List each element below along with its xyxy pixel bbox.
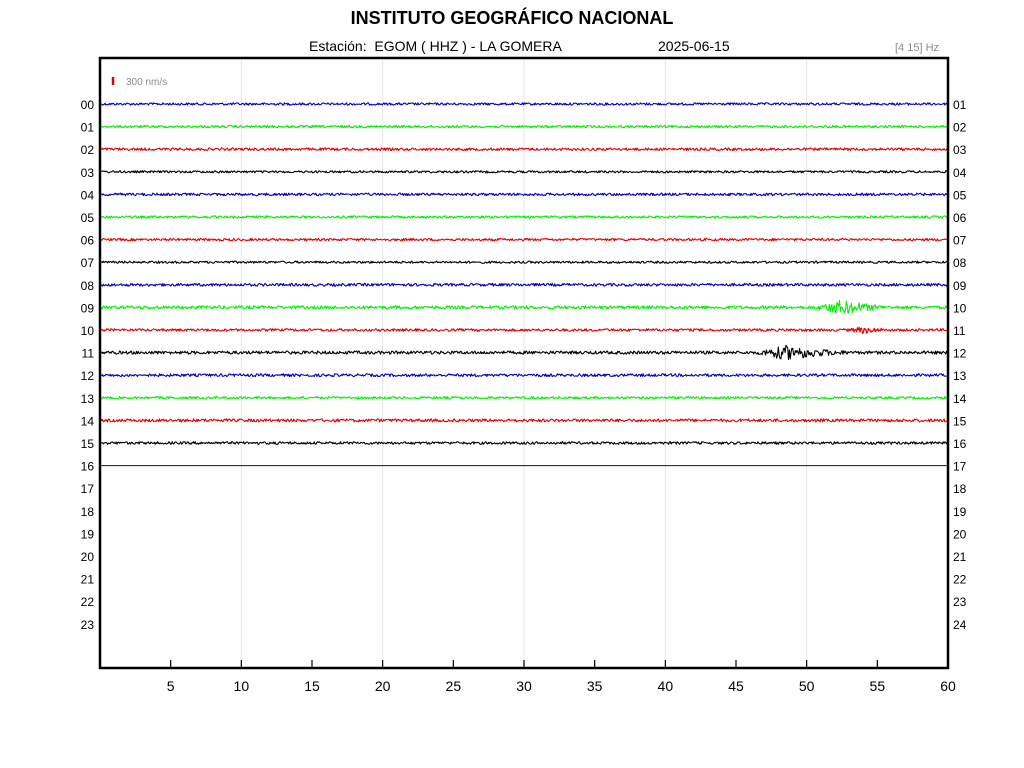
hour-label-left: 11 — [82, 347, 95, 361]
hour-label-right: 02 — [953, 121, 967, 135]
trace-hour-06 — [99, 237, 948, 242]
trace-hour-01 — [99, 124, 948, 129]
hour-label-right: 05 — [953, 188, 967, 202]
hour-label-left: 05 — [81, 211, 95, 225]
hour-label-right: 13 — [953, 369, 967, 383]
x-tick-label: 40 — [658, 678, 674, 694]
hour-label-left: 01 — [81, 121, 95, 135]
hour-label-right: 16 — [953, 437, 967, 451]
hour-label-left: 17 — [81, 482, 95, 496]
trace-hour-10 — [99, 326, 948, 334]
hour-label-left: 16 — [81, 460, 95, 474]
hour-label-left: 09 — [81, 301, 95, 315]
trace-hour-15 — [99, 441, 948, 445]
x-tick-label: 30 — [516, 678, 532, 694]
hour-label-right: 10 — [953, 301, 967, 315]
trace-hour-09 — [99, 299, 948, 314]
hour-label-right: 11 — [953, 324, 966, 338]
hour-label-left: 08 — [81, 279, 95, 293]
hour-label-right: 21 — [953, 550, 967, 564]
left-hour-labels: 00 01 02 03 04 05 06 07 08 09 10 11 12 13 14 15 16 17 18 19… — [81, 98, 95, 632]
x-tick-label: 15 — [304, 678, 320, 694]
hour-label-left: 10 — [81, 324, 95, 338]
hour-label-left: 07 — [81, 256, 95, 270]
x-tick-label: 50 — [799, 678, 815, 694]
x-tick-label: 20 — [375, 678, 391, 694]
hour-label-left: 23 — [81, 618, 95, 632]
hour-label-left: 03 — [81, 166, 95, 180]
hour-label-left: 13 — [81, 392, 95, 406]
hour-label-left: 21 — [81, 573, 95, 587]
date-label: 2025-06-15 — [658, 38, 730, 54]
trace-hour-03 — [99, 170, 948, 174]
hour-label-left: 02 — [81, 143, 95, 157]
hour-label-right: 12 — [953, 347, 967, 361]
seismic-traces — [99, 102, 948, 467]
hour-label-right: 23 — [953, 595, 967, 609]
hour-label-right: 04 — [953, 166, 967, 180]
x-tick-label: 5 — [167, 678, 175, 694]
chart-title: INSTITUTO GEOGRÁFICO NACIONAL — [350, 8, 674, 28]
trace-hour-12 — [99, 373, 948, 378]
hour-label-left: 20 — [81, 550, 95, 564]
hour-label-right: 24 — [953, 618, 967, 632]
hour-label-left: 00 — [81, 98, 95, 112]
x-tick-label: 35 — [587, 678, 603, 694]
filter-band-label: [4 15] Hz — [895, 42, 940, 54]
hour-label-left: 18 — [81, 505, 95, 519]
hour-label-left: 22 — [81, 595, 95, 609]
hour-label-right: 06 — [953, 211, 967, 225]
vertical-gridlines — [240, 58, 808, 668]
scale-bar-label: 300 nm/s — [126, 77, 167, 88]
hour-label-right: 20 — [953, 527, 967, 541]
station-label: Estación: EGOM ( HHZ ) - LA GOMERA — [309, 38, 562, 54]
trace-hour-11 — [99, 344, 948, 361]
hour-label-right: 17 — [953, 460, 967, 474]
hour-label-left: 12 — [81, 369, 95, 383]
x-axis-ticks: 5 10 15 20 25 30 35 40 45 50 55 60 — [167, 660, 956, 694]
hour-label-right: 14 — [953, 392, 967, 406]
hour-label-right: 09 — [953, 279, 967, 293]
hour-label-left: 04 — [81, 188, 95, 202]
hour-label-left: 19 — [81, 527, 95, 541]
trace-hour-05 — [99, 215, 948, 219]
hour-label-right: 08 — [953, 256, 967, 270]
x-tick-label: 25 — [446, 678, 462, 694]
trace-hour-14 — [99, 418, 948, 423]
trace-hour-00 — [99, 102, 948, 106]
hour-label-right: 15 — [953, 414, 967, 428]
hour-label-left: 14 — [81, 414, 95, 428]
x-tick-label: 10 — [234, 678, 250, 694]
trace-hour-02 — [99, 147, 948, 152]
hour-label-left: 15 — [81, 437, 95, 451]
trace-hour-07 — [99, 260, 948, 264]
hour-label-right: 22 — [953, 573, 967, 587]
x-tick-label: 55 — [870, 678, 886, 694]
right-hour-labels: 01 02 03 04 05 06 07 08 09 10 11 12 13 14 15 16 17 18 19 20… — [953, 98, 967, 632]
trace-hour-04 — [99, 192, 948, 197]
x-tick-label: 60 — [940, 678, 956, 694]
hour-label-right: 07 — [953, 234, 967, 248]
hour-label-right: 03 — [953, 143, 967, 157]
trace-hour-13 — [99, 396, 948, 400]
hour-label-right: 01 — [953, 98, 967, 112]
hour-label-left: 06 — [81, 234, 95, 248]
trace-hour-08 — [99, 282, 948, 287]
x-tick-label: 45 — [728, 678, 744, 694]
amplitude-scale: 300 nm/s — [111, 77, 167, 88]
hour-label-right: 18 — [953, 482, 967, 496]
hour-label-right: 19 — [953, 505, 967, 519]
